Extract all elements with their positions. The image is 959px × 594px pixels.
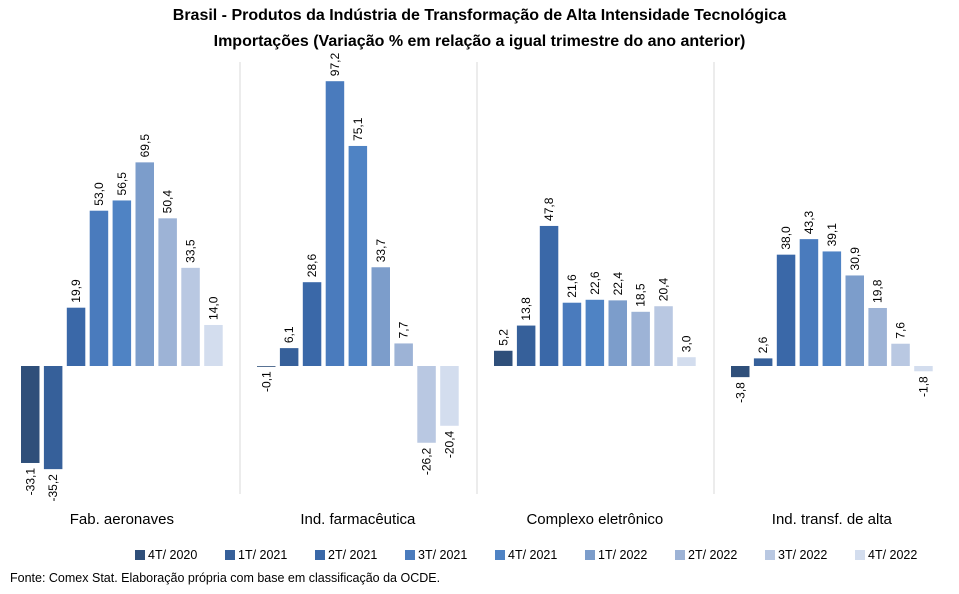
data-label: 18,5 bbox=[634, 283, 648, 307]
bar bbox=[731, 366, 750, 378]
legend-label: 1T/ 2022 bbox=[598, 548, 647, 562]
legend-swatch bbox=[585, 550, 595, 560]
bar bbox=[66, 307, 86, 366]
legend-label: 4T/ 2022 bbox=[868, 548, 917, 562]
data-label: -0,1 bbox=[259, 371, 273, 392]
data-label: -3,8 bbox=[733, 382, 747, 403]
bar bbox=[89, 210, 109, 366]
bar bbox=[562, 302, 582, 366]
category-label: Ind. farmacêutica bbox=[300, 511, 416, 528]
legend-label: 2T/ 2022 bbox=[688, 548, 737, 562]
legend-label: 1T/ 2021 bbox=[238, 548, 287, 562]
source-note: Fonte: Comex Stat. Elaboração própria co… bbox=[10, 571, 441, 585]
data-label: -20,4 bbox=[442, 430, 456, 458]
bar bbox=[112, 200, 132, 366]
data-label: 13,8 bbox=[519, 297, 533, 321]
data-label: 20,4 bbox=[657, 278, 671, 302]
bar bbox=[585, 299, 605, 366]
category-label: Fab. aeronaves bbox=[70, 511, 174, 528]
data-label: -26,2 bbox=[420, 447, 434, 475]
data-label: 22,6 bbox=[588, 271, 602, 295]
bar bbox=[158, 218, 177, 366]
category-label: Complexo eletrônico bbox=[526, 511, 663, 528]
bar bbox=[440, 366, 459, 426]
bar bbox=[325, 81, 345, 366]
category-label: Ind. transf. de alta bbox=[772, 511, 893, 528]
data-label: -33,1 bbox=[23, 468, 37, 496]
data-label: 38,0 bbox=[779, 226, 793, 250]
legend-swatch bbox=[765, 550, 775, 560]
data-label: 28,6 bbox=[305, 254, 319, 278]
bar bbox=[21, 366, 40, 463]
data-label: 3,0 bbox=[679, 335, 693, 352]
bar bbox=[539, 225, 559, 366]
bar bbox=[279, 348, 299, 366]
data-label: 43,3 bbox=[802, 210, 816, 234]
data-label: 33,5 bbox=[184, 239, 198, 263]
data-label: -1,8 bbox=[916, 376, 930, 397]
bar bbox=[302, 282, 322, 366]
bar bbox=[845, 275, 864, 366]
bar bbox=[135, 162, 154, 366]
data-label: 69,5 bbox=[138, 134, 152, 158]
legend-swatch bbox=[315, 550, 325, 560]
data-label: 21,6 bbox=[565, 274, 579, 298]
data-label: 7,6 bbox=[894, 322, 908, 339]
bar bbox=[43, 366, 63, 470]
data-label: 19,9 bbox=[69, 279, 83, 303]
bar bbox=[348, 145, 368, 366]
legend-swatch bbox=[225, 550, 235, 560]
data-label: 56,5 bbox=[115, 172, 129, 196]
legend-swatch bbox=[855, 550, 865, 560]
chart-title-line-2: Importações (Variação % em relação a igu… bbox=[213, 33, 746, 50]
bar bbox=[608, 300, 627, 366]
data-label: 97,2 bbox=[328, 53, 342, 77]
bar bbox=[914, 366, 933, 372]
data-label: 47,8 bbox=[542, 197, 556, 221]
bar bbox=[799, 239, 819, 366]
legend-swatch bbox=[405, 550, 415, 560]
bar bbox=[776, 254, 796, 366]
bar bbox=[494, 350, 513, 366]
bar bbox=[181, 267, 200, 366]
data-label: 22,4 bbox=[611, 272, 625, 296]
legend-label: 2T/ 2021 bbox=[328, 548, 377, 562]
legend-label: 4T/ 2021 bbox=[508, 548, 557, 562]
bar bbox=[631, 311, 650, 366]
bar bbox=[394, 343, 413, 366]
data-label: 14,0 bbox=[206, 296, 220, 320]
bar bbox=[516, 325, 536, 366]
data-label: 39,1 bbox=[825, 223, 839, 247]
data-label: 50,4 bbox=[161, 190, 175, 214]
data-label: -35,2 bbox=[46, 474, 60, 502]
data-label: 75,1 bbox=[351, 117, 365, 141]
legend-swatch bbox=[495, 550, 505, 560]
data-label: 2,6 bbox=[756, 336, 770, 353]
bar bbox=[654, 306, 673, 366]
data-label: 19,8 bbox=[871, 279, 885, 303]
data-label: 30,9 bbox=[848, 247, 862, 271]
legend-swatch bbox=[675, 550, 685, 560]
data-label: 53,0 bbox=[92, 182, 106, 206]
chart-title-line-1: Brasil - Produtos da Indústria de Transf… bbox=[172, 7, 787, 24]
bar bbox=[257, 366, 276, 367]
data-label: 5,2 bbox=[496, 329, 510, 346]
bar bbox=[417, 366, 436, 443]
bar bbox=[677, 357, 696, 366]
data-label: 33,7 bbox=[374, 239, 388, 263]
bar bbox=[868, 307, 887, 366]
data-label: 6,1 bbox=[282, 326, 296, 343]
legend-label: 3T/ 2022 bbox=[778, 548, 827, 562]
bar bbox=[371, 267, 390, 366]
bar bbox=[753, 358, 773, 366]
legend-label: 3T/ 2021 bbox=[418, 548, 467, 562]
bar bbox=[891, 343, 910, 366]
data-label: 7,7 bbox=[397, 321, 411, 338]
legend-swatch bbox=[135, 550, 145, 560]
bar bbox=[822, 251, 842, 366]
legend-label: 4T/ 2020 bbox=[148, 548, 197, 562]
bar bbox=[204, 324, 223, 366]
